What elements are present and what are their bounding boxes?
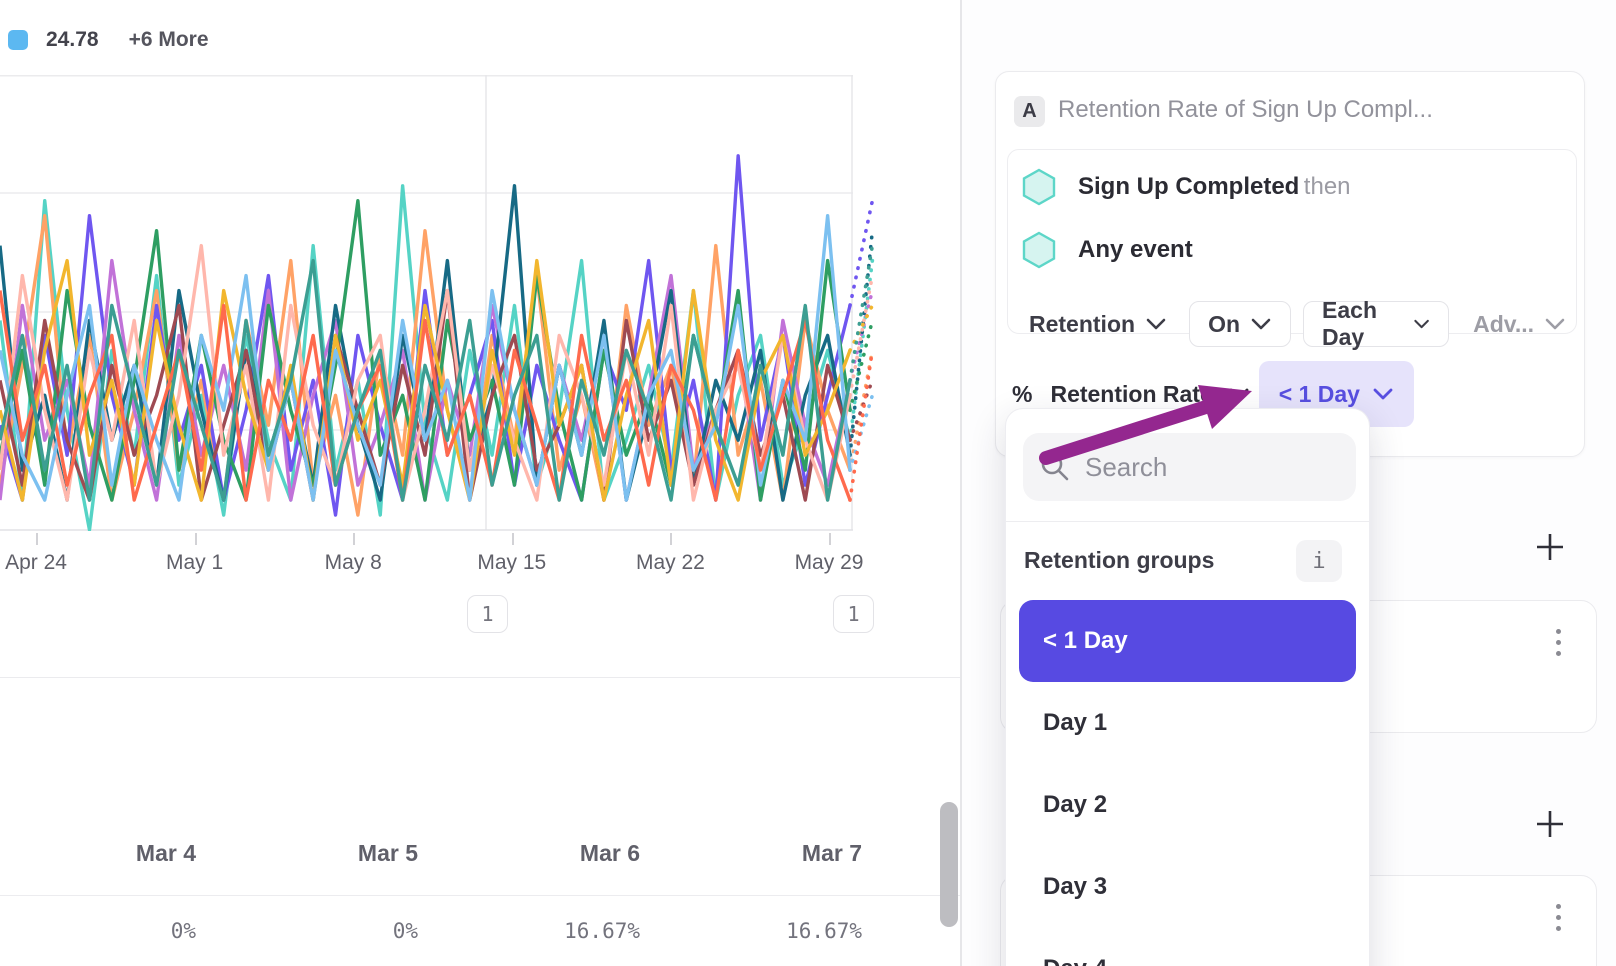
- info-icon[interactable]: i: [1296, 540, 1342, 582]
- chevron-down-icon: [1251, 318, 1271, 330]
- query-config-card: A Retention Rate of Sign Up Compl... Sig…: [995, 71, 1585, 457]
- dropdown-item[interactable]: Day 2: [1043, 791, 1108, 818]
- table-value-cell: 16.67%: [786, 919, 862, 943]
- pagination-box-2[interactable]: 1: [833, 595, 874, 633]
- add-chart-button-2[interactable]: [1534, 808, 1566, 840]
- event-row-2[interactable]: Any event: [1022, 231, 1193, 269]
- chart-legend: 24.78 +6 More: [8, 28, 209, 52]
- x-axis-tick: [36, 533, 38, 545]
- table-value-cell: 0%: [392, 919, 418, 943]
- x-axis-tick-label: May 22: [635, 551, 705, 574]
- search-box[interactable]: [1023, 433, 1356, 501]
- more-options-icon[interactable]: [1550, 629, 1566, 656]
- legend-value[interactable]: 24.78: [46, 28, 99, 51]
- card-title: Retention Rate of Sign Up Compl...: [1058, 96, 1433, 123]
- section-divider: [0, 677, 961, 678]
- chevron-down-icon: [1545, 318, 1565, 330]
- event-1-suffix: then: [1303, 173, 1351, 200]
- x-axis-tick: [670, 533, 673, 545]
- event-2-name[interactable]: Any event: [1078, 236, 1193, 263]
- event-hexagon-icon: [1022, 231, 1056, 269]
- x-axis-tick: [353, 533, 356, 545]
- chevron-down-icon: [1146, 318, 1166, 330]
- x-axis-tick-label: May 15: [477, 551, 547, 574]
- event-1-name[interactable]: Sign Up Completed: [1078, 173, 1300, 200]
- chevron-down-icon: [1229, 388, 1249, 400]
- dropdown-item[interactable]: Day 3: [1043, 873, 1108, 900]
- retention-interval-dropdown[interactable]: Each Day: [1303, 297, 1450, 350]
- more-options-icon[interactable]: [1550, 904, 1566, 931]
- dropdown-item[interactable]: < 1 Day: [1019, 600, 1356, 682]
- table-header-cell: Mar 4: [135, 840, 196, 866]
- event-hexagon-icon: [1022, 168, 1056, 206]
- retention-on-dropdown[interactable]: On: [1189, 301, 1292, 347]
- panel-divider: [960, 0, 962, 966]
- x-axis-tick: [194, 533, 197, 545]
- retention-line-chart: [0, 75, 880, 532]
- x-axis-tick-label: Apr 24: [5, 551, 67, 574]
- x-axis-tick: [829, 533, 831, 545]
- table-value-cell: 16.67%: [564, 919, 640, 943]
- vertical-scrollbar[interactable]: [940, 802, 958, 927]
- x-axis-tick-label: May 29: [794, 551, 864, 574]
- table-header-cell: Mar 5: [357, 840, 418, 866]
- table-value-cell: 0%: [170, 919, 196, 943]
- x-axis-tick-label: May 8: [324, 551, 382, 574]
- dropdown-item[interactable]: Day 4: [1019, 928, 1356, 966]
- search-icon: [1041, 453, 1069, 481]
- dropdown-item[interactable]: Day 1: [1043, 709, 1108, 736]
- pagination-box-1[interactable]: 1: [467, 595, 508, 633]
- retention-groups-label: Retention groups: [1024, 547, 1215, 573]
- chevron-down-icon: [1414, 319, 1429, 329]
- popup-divider: [1006, 521, 1369, 522]
- metric-badge: A: [1014, 96, 1045, 127]
- table-header-cell: Mar 7: [801, 840, 862, 866]
- percent-icon: %: [1012, 380, 1033, 407]
- retention-mode-dropdown[interactable]: Retention: [1019, 311, 1177, 338]
- legend-swatch[interactable]: [8, 30, 28, 50]
- add-chart-button-1[interactable]: [1534, 531, 1566, 563]
- legend-more-button[interactable]: +6 More: [128, 28, 209, 51]
- x-axis-tick-label: May 1: [166, 551, 224, 574]
- x-axis-tick: [511, 533, 514, 545]
- table-header-cell: Mar 6: [579, 840, 640, 866]
- measure-dropdown[interactable]: Retention Rate: [1050, 380, 1213, 407]
- chevron-down-icon: [1373, 388, 1393, 400]
- event-definition-card: Sign Up Completed then Any event Retenti…: [1007, 149, 1577, 350]
- retention-controls-row: Retention On Each Day Adv...: [1019, 297, 1576, 350]
- retention-group-dropdown: Retention groups i < 1 Day Day 1 Day 2 Day …: [1005, 408, 1370, 966]
- chart-canvas: [0, 75, 875, 532]
- event-row-1[interactable]: Sign Up Completed then: [1022, 168, 1351, 206]
- advanced-dropdown[interactable]: Adv...: [1463, 311, 1576, 338]
- search-input[interactable]: [1085, 451, 1335, 483]
- table-separator: [0, 895, 961, 896]
